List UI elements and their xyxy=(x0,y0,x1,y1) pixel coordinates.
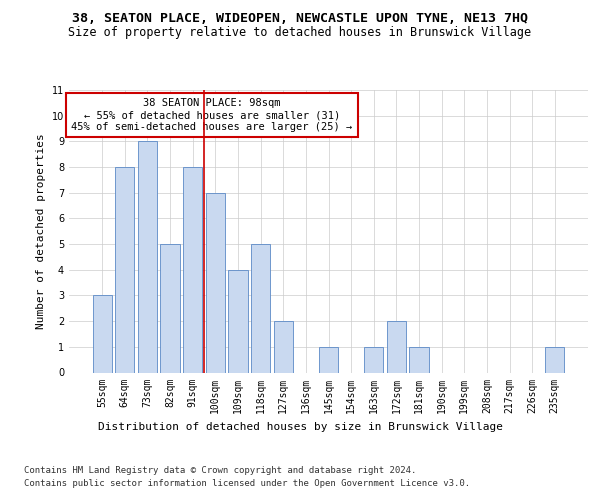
Bar xyxy=(409,347,428,372)
Bar xyxy=(545,347,565,372)
Text: 38 SEATON PLACE: 98sqm
← 55% of detached houses are smaller (31)
45% of semi-det: 38 SEATON PLACE: 98sqm ← 55% of detached… xyxy=(71,98,352,132)
Text: Size of property relative to detached houses in Brunswick Village: Size of property relative to detached ho… xyxy=(68,26,532,39)
Text: Contains HM Land Registry data © Crown copyright and database right 2024.: Contains HM Land Registry data © Crown c… xyxy=(24,466,416,475)
Text: 38, SEATON PLACE, WIDEOPEN, NEWCASTLE UPON TYNE, NE13 7HQ: 38, SEATON PLACE, WIDEOPEN, NEWCASTLE UP… xyxy=(72,12,528,26)
Bar xyxy=(206,192,225,372)
Bar xyxy=(115,167,134,372)
Bar xyxy=(229,270,248,372)
Bar xyxy=(251,244,270,372)
Text: Distribution of detached houses by size in Brunswick Village: Distribution of detached houses by size … xyxy=(97,422,503,432)
Bar xyxy=(319,347,338,372)
Bar xyxy=(138,142,157,372)
Bar xyxy=(387,321,406,372)
Bar xyxy=(364,347,383,372)
Y-axis label: Number of detached properties: Number of detached properties xyxy=(37,134,46,329)
Text: Contains public sector information licensed under the Open Government Licence v3: Contains public sector information licen… xyxy=(24,479,470,488)
Bar xyxy=(183,167,202,372)
Bar xyxy=(160,244,180,372)
Bar xyxy=(92,296,112,372)
Bar xyxy=(274,321,293,372)
